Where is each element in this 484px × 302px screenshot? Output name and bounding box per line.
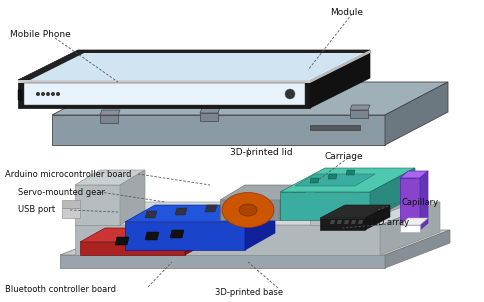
Polygon shape <box>399 178 419 230</box>
Polygon shape <box>24 83 304 105</box>
Polygon shape <box>309 178 318 183</box>
Polygon shape <box>199 108 220 113</box>
Polygon shape <box>80 228 210 242</box>
Polygon shape <box>379 202 439 255</box>
Polygon shape <box>244 205 274 250</box>
Polygon shape <box>279 185 304 220</box>
Polygon shape <box>279 168 414 192</box>
Polygon shape <box>75 225 379 255</box>
Polygon shape <box>205 205 216 212</box>
Polygon shape <box>220 200 279 220</box>
Text: Servo-mounted gear: Servo-mounted gear <box>18 188 105 197</box>
Polygon shape <box>294 174 374 186</box>
Polygon shape <box>60 230 449 255</box>
Polygon shape <box>329 220 334 224</box>
Text: 3D-printed lid: 3D-printed lid <box>229 148 292 157</box>
Polygon shape <box>318 72 344 78</box>
Circle shape <box>56 92 60 96</box>
Polygon shape <box>75 185 120 225</box>
Polygon shape <box>343 220 348 224</box>
Polygon shape <box>115 237 129 245</box>
Text: Bluetooth controller board: Bluetooth controller board <box>5 285 116 294</box>
Polygon shape <box>125 205 274 222</box>
Polygon shape <box>354 64 364 82</box>
Polygon shape <box>279 192 369 220</box>
Polygon shape <box>100 110 120 115</box>
Polygon shape <box>18 80 309 108</box>
Text: 3D-printed base: 3D-printed base <box>214 288 283 297</box>
Ellipse shape <box>222 192 273 227</box>
Polygon shape <box>199 113 217 121</box>
Polygon shape <box>120 170 145 225</box>
Polygon shape <box>75 170 145 185</box>
Polygon shape <box>349 105 369 110</box>
Polygon shape <box>52 115 384 145</box>
Polygon shape <box>319 205 389 218</box>
Polygon shape <box>349 110 367 118</box>
Text: Mobile Phone: Mobile Phone <box>10 30 71 39</box>
Polygon shape <box>62 200 80 208</box>
Polygon shape <box>145 232 159 240</box>
Polygon shape <box>384 230 449 268</box>
Polygon shape <box>24 53 364 83</box>
Polygon shape <box>327 174 336 179</box>
Circle shape <box>285 89 294 99</box>
Polygon shape <box>309 195 354 225</box>
Polygon shape <box>399 171 427 178</box>
Text: USB port: USB port <box>18 205 55 214</box>
Polygon shape <box>309 50 369 108</box>
Circle shape <box>36 92 40 96</box>
Ellipse shape <box>239 204 257 216</box>
Polygon shape <box>75 202 439 225</box>
Polygon shape <box>18 80 309 83</box>
Polygon shape <box>175 208 187 215</box>
Polygon shape <box>357 220 362 224</box>
Polygon shape <box>309 172 414 195</box>
Polygon shape <box>80 242 184 255</box>
Polygon shape <box>170 230 183 238</box>
Polygon shape <box>345 170 354 175</box>
Polygon shape <box>184 228 210 255</box>
Polygon shape <box>399 218 427 225</box>
Polygon shape <box>62 208 80 218</box>
Polygon shape <box>350 220 355 224</box>
Polygon shape <box>309 50 369 83</box>
Polygon shape <box>354 172 414 225</box>
Text: Arduino microcontroller board: Arduino microcontroller board <box>5 170 131 179</box>
Circle shape <box>41 92 45 96</box>
Text: Carriage: Carriage <box>324 152 363 161</box>
Circle shape <box>51 92 55 96</box>
Polygon shape <box>220 185 304 200</box>
Polygon shape <box>125 222 244 250</box>
Polygon shape <box>384 82 447 145</box>
Polygon shape <box>100 115 118 123</box>
Polygon shape <box>52 82 447 115</box>
Polygon shape <box>364 205 389 230</box>
Text: Module: Module <box>329 8 362 17</box>
Polygon shape <box>336 220 341 224</box>
Polygon shape <box>307 64 364 70</box>
Polygon shape <box>18 50 369 80</box>
Polygon shape <box>309 125 359 130</box>
Polygon shape <box>399 225 419 232</box>
Circle shape <box>46 92 50 96</box>
Polygon shape <box>60 255 384 268</box>
Text: Capillary: Capillary <box>401 198 438 207</box>
Polygon shape <box>18 90 22 100</box>
Polygon shape <box>319 218 364 230</box>
Polygon shape <box>145 211 157 218</box>
Polygon shape <box>369 168 414 220</box>
Polygon shape <box>307 70 354 82</box>
Text: LED array: LED array <box>367 218 408 227</box>
Polygon shape <box>419 171 427 230</box>
